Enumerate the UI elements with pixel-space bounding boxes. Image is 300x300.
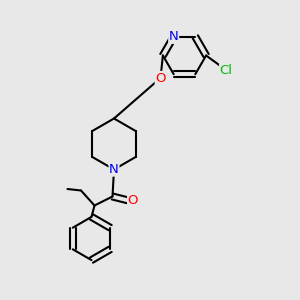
Text: O: O <box>155 71 166 85</box>
Text: N: N <box>109 163 119 176</box>
Text: Cl: Cl <box>220 64 233 77</box>
Text: O: O <box>128 194 138 208</box>
Text: N: N <box>169 30 178 43</box>
